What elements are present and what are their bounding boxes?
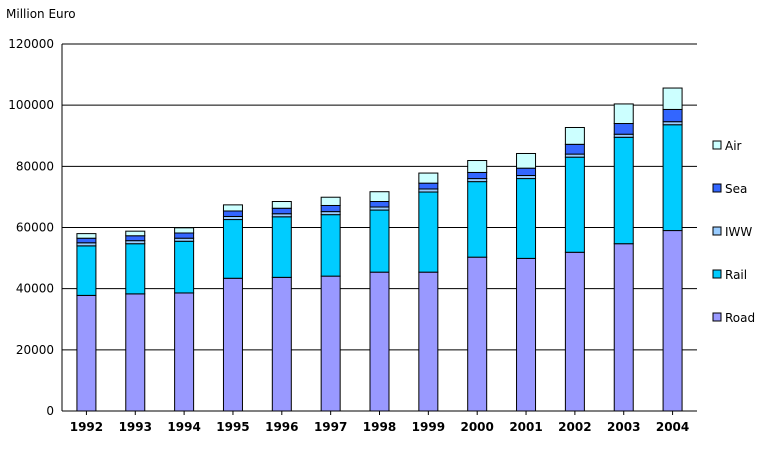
bar-segment-road [174,292,195,412]
bar-segment-rail [271,216,292,278]
bar-segment-air [516,152,537,169]
bar-segment-sea [271,207,292,215]
legend-label-air: Air [725,139,742,153]
bar-segment-sea [125,235,146,242]
x-tick-label: 1994 [167,420,200,434]
y-unit-label: Million Euro [6,7,76,21]
legend-swatch-iww [712,226,722,236]
x-tick-label: 1995 [216,420,249,434]
bar-segment-rail [613,136,634,245]
bar-segment-air [418,172,439,184]
x-tick-label: 1992 [70,420,103,434]
bar-segment-road [125,293,146,412]
bar-segment-road [467,256,488,412]
bar-segment-air [271,201,292,209]
bar-segment-air [613,103,634,125]
x-tick-label: 1998 [363,420,396,434]
legend-swatch-rail [712,269,722,279]
bar-segment-air [369,191,390,203]
bar-segment-road [222,277,243,412]
bar-segment-sea [662,108,683,123]
bar-segment-air [174,227,195,234]
bar-segment-air [222,204,243,212]
bar-segment-rail [418,191,439,273]
bar-segment-rail [320,214,341,277]
bar-segment-road [662,230,683,412]
x-tick-label: 2001 [509,420,542,434]
legend-swatch-sea [712,183,722,193]
bar-segment-sea [516,167,537,177]
y-tick-label: 40000 [16,282,54,296]
legend-label-rail: Rail [725,268,747,282]
y-tick-label: 80000 [16,159,54,173]
x-tick-label: 1999 [412,420,445,434]
x-tick-label: 2004 [656,420,689,434]
bar-segment-rail [174,240,195,294]
legend-label-sea: Sea [725,182,747,196]
bar-segment-sea [76,237,97,244]
bar-segment-road [516,257,537,412]
bar-segment-air [125,230,146,237]
bar-segment-air [320,196,341,206]
bar-segment-sea [320,204,341,213]
bar-segment-road [271,276,292,412]
bar-segment-rail [467,181,488,258]
bar-segment-road [418,271,439,412]
bar-segment-sea [613,123,634,135]
bar-segment-air [467,160,488,173]
bar-segment-road [320,275,341,412]
legend-label-road: Road [725,311,755,325]
bar-segment-road [369,271,390,412]
bar-segment-sea [222,210,243,217]
y-tick-label: 60000 [16,221,54,235]
x-tick-label: 2000 [460,420,493,434]
bar-segment-sea [467,171,488,180]
y-tick-label: 100000 [8,98,54,112]
bar-segment-road [564,251,585,412]
bar-segment-air [662,87,683,110]
bar-segment-rail [125,243,146,295]
legend-swatch-road [712,312,722,322]
legend-label-iww: IWW [725,225,752,239]
bar-segment-air [76,233,97,239]
bar-segment-sea [418,182,439,190]
x-tick-label: 2003 [607,420,640,434]
bar-segment-rail [662,124,683,232]
bar-segment-road [613,243,634,412]
x-tick-label: 1996 [265,420,298,434]
bar-segment-rail [222,219,243,279]
bar-segment-rail [76,245,97,296]
bar-segment-rail [564,156,585,253]
legend-swatch-air [712,140,722,150]
bar-segment-rail [369,209,390,273]
bar-segment-sea [174,232,195,239]
bar-segment-sea [564,143,585,155]
y-tick-label: 0 [46,404,54,418]
x-tick-label: 1993 [119,420,152,434]
y-tick-label: 120000 [8,37,54,51]
bar-segment-road [76,294,97,412]
x-tick-label: 2002 [558,420,591,434]
y-tick-label: 20000 [16,343,54,357]
bar-segment-air [564,126,585,145]
x-tick-label: 1997 [314,420,347,434]
bar-segment-sea [369,201,390,208]
bar-segment-rail [516,178,537,259]
